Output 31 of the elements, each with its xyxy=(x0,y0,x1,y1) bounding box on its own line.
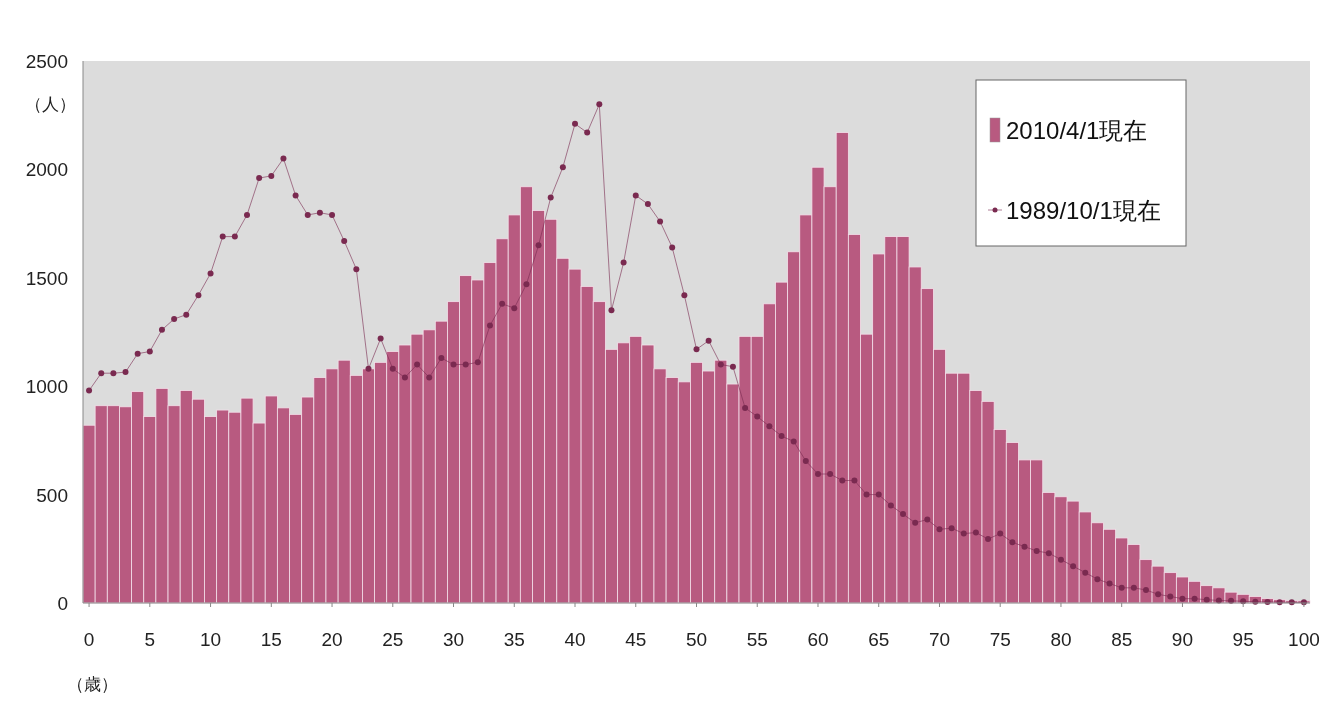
legend-label: 1989/10/1現在 xyxy=(1006,197,1161,224)
x-tick-label: 45 xyxy=(625,629,647,650)
y-tick-label: 500 xyxy=(36,484,68,506)
x-tick-label: 60 xyxy=(807,629,829,650)
y-tick-label: 2000 xyxy=(25,159,68,181)
x-tick-label: 5 xyxy=(144,629,156,650)
y-axis-title: （人） xyxy=(24,95,76,114)
y-tick-label: 2500 xyxy=(25,51,68,72)
y-tick-label: 1000 xyxy=(25,376,68,398)
x-tick-label: 80 xyxy=(1050,629,1072,650)
x-tick-label: 40 xyxy=(564,629,586,650)
x-tick-label: 75 xyxy=(989,629,1011,650)
x-axis-title: （歳） xyxy=(66,675,118,694)
x-tick-label: 15 xyxy=(260,629,282,650)
x-tick-label: 65 xyxy=(868,629,890,650)
x-tick-label: 70 xyxy=(928,629,951,650)
y-tick-label: 1500 xyxy=(25,267,68,289)
x-tick-label: 100 xyxy=(1288,629,1319,650)
x-tick-label: 35 xyxy=(503,629,525,650)
x-tick-label: 10 xyxy=(199,629,222,650)
x-tick-label: 50 xyxy=(685,629,708,650)
y-tick-label: 0 xyxy=(57,593,68,614)
x-tick-label: 25 xyxy=(382,629,404,650)
x-tick-label: 95 xyxy=(1232,629,1254,650)
x-tick-label: 30 xyxy=(442,629,465,650)
x-tick-label: 20 xyxy=(321,629,343,650)
x-tick-label: 55 xyxy=(746,629,768,650)
x-tick-label: 85 xyxy=(1111,629,1133,650)
x-tick-label: 0 xyxy=(83,629,95,650)
x-tick-label: 90 xyxy=(1171,629,1194,650)
legend-label: 2010/4/1現在 xyxy=(1006,117,1148,144)
